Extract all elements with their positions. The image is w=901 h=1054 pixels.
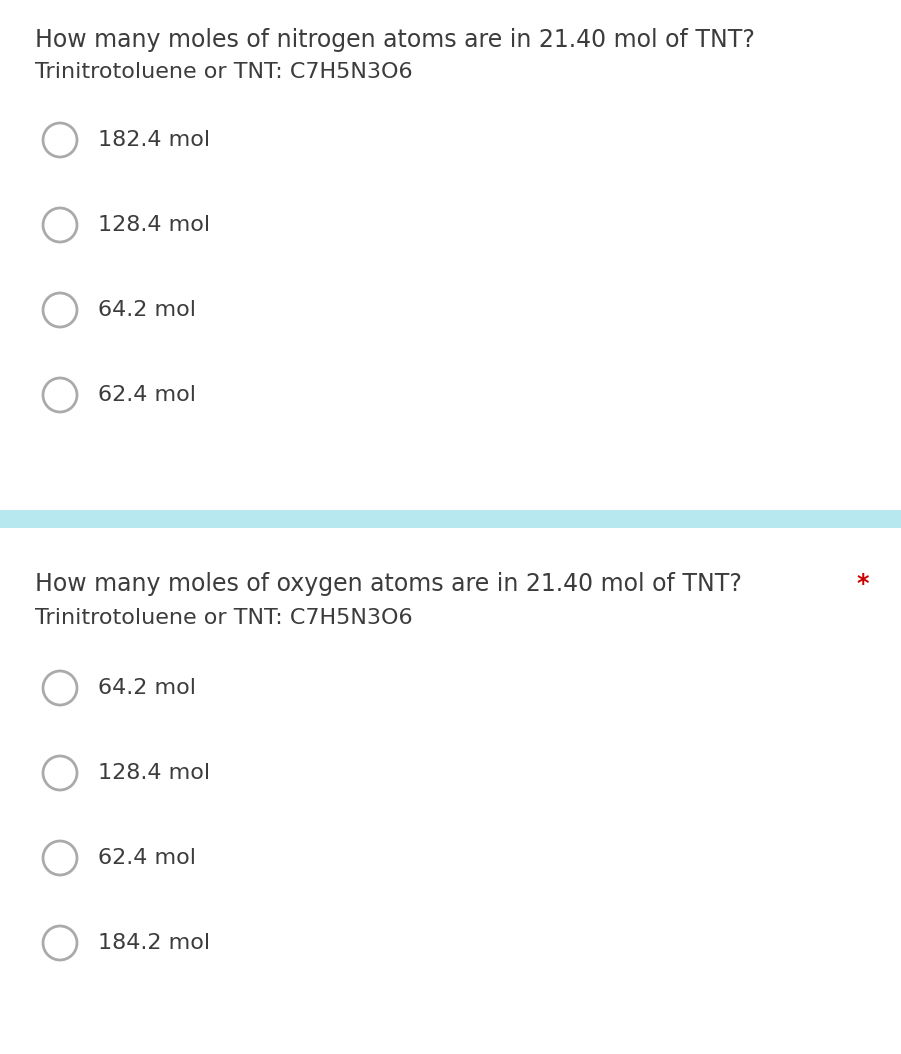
Text: How many moles of oxygen atoms are in 21.40 mol of TNT?: How many moles of oxygen atoms are in 21… <box>35 572 742 596</box>
Text: How many moles of nitrogen atoms are in 21.40 mol of TNT?: How many moles of nitrogen atoms are in … <box>35 28 755 52</box>
Text: 64.2 mol: 64.2 mol <box>98 678 196 698</box>
Text: 128.4 mol: 128.4 mol <box>98 215 210 235</box>
Text: 64.2 mol: 64.2 mol <box>98 300 196 320</box>
Bar <box>0 510 901 528</box>
Text: 182.4 mol: 182.4 mol <box>98 130 210 150</box>
Text: 128.4 mol: 128.4 mol <box>98 763 210 783</box>
Text: 184.2 mol: 184.2 mol <box>98 933 210 953</box>
Text: Trinitrotoluene or TNT: C7H5N3O6: Trinitrotoluene or TNT: C7H5N3O6 <box>35 608 413 628</box>
Text: 62.4 mol: 62.4 mol <box>98 848 196 868</box>
Text: How many moles of oxygen atoms are in 21.40 mol of TNT?  *: How many moles of oxygen atoms are in 21… <box>35 572 769 596</box>
Text: 62.4 mol: 62.4 mol <box>98 385 196 405</box>
Text: *: * <box>856 572 869 596</box>
Text: Trinitrotoluene or TNT: C7H5N3O6: Trinitrotoluene or TNT: C7H5N3O6 <box>35 62 413 82</box>
